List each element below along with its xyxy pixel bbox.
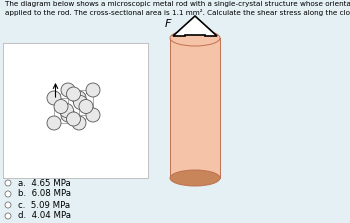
Text: applied to the rod. The cross-sectional area is 1.1 mm². Calculate the shear str: applied to the rod. The cross-sectional … xyxy=(5,9,350,16)
Circle shape xyxy=(61,83,75,97)
Circle shape xyxy=(5,202,11,208)
Text: b.  6.08 MPa: b. 6.08 MPa xyxy=(18,190,71,198)
Polygon shape xyxy=(173,16,217,36)
Circle shape xyxy=(66,112,80,126)
Text: F: F xyxy=(164,19,171,29)
Circle shape xyxy=(79,99,93,114)
Circle shape xyxy=(66,87,80,101)
Circle shape xyxy=(5,213,11,219)
Circle shape xyxy=(5,191,11,197)
Circle shape xyxy=(47,91,61,105)
Text: c.  5.09 MPa: c. 5.09 MPa xyxy=(18,200,70,209)
Circle shape xyxy=(5,180,11,186)
Ellipse shape xyxy=(170,30,220,46)
Text: The diagram below shows a microscopic metal rod with a single-crystal structure : The diagram below shows a microscopic me… xyxy=(5,1,350,7)
Circle shape xyxy=(74,95,88,109)
Circle shape xyxy=(47,116,61,130)
Circle shape xyxy=(60,103,74,118)
Ellipse shape xyxy=(170,170,220,186)
Circle shape xyxy=(61,108,75,122)
Circle shape xyxy=(86,83,100,97)
Circle shape xyxy=(72,116,86,130)
Circle shape xyxy=(86,108,100,122)
Text: a.  4.65 MPa: a. 4.65 MPa xyxy=(18,178,71,188)
Bar xyxy=(170,38,220,178)
Circle shape xyxy=(54,99,68,114)
Bar xyxy=(3,43,148,178)
Circle shape xyxy=(72,91,86,105)
Text: d.  4.04 MPa: d. 4.04 MPa xyxy=(18,211,71,221)
